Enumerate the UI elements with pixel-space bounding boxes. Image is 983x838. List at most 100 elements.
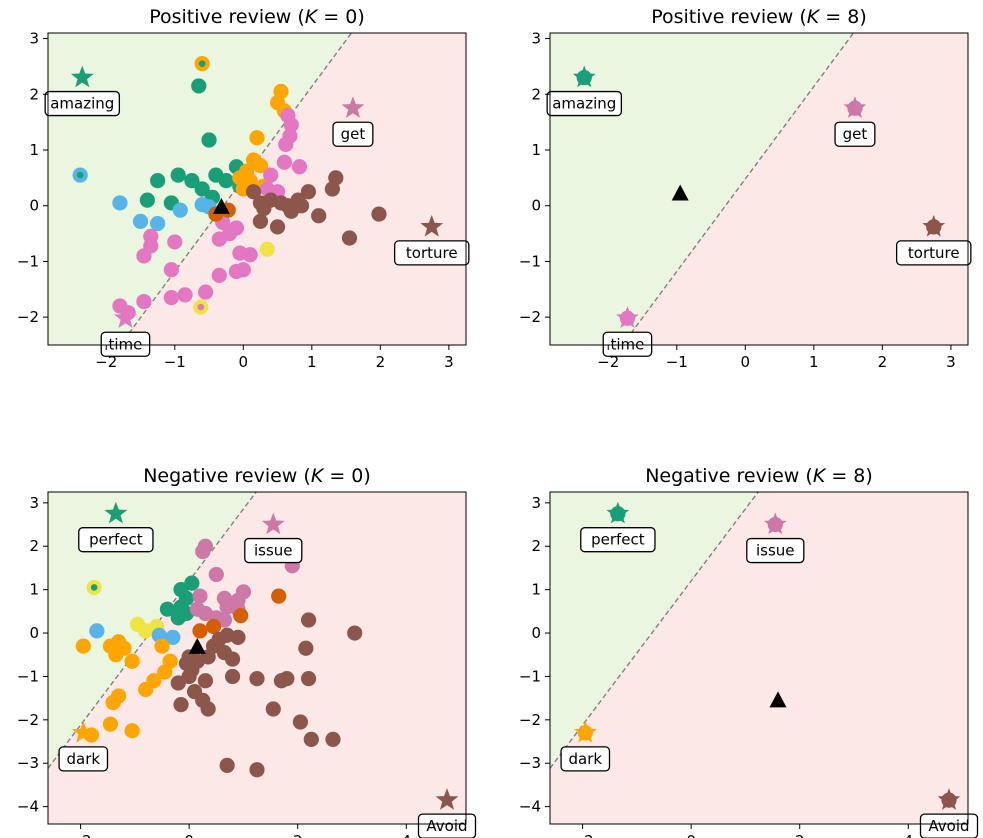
y-tick-label: −4 [17,798,39,816]
data-point [170,675,186,691]
data-point [136,293,152,310]
data-point [139,192,155,208]
data-point-inner [90,584,98,591]
word-star-marker [114,306,137,328]
x-tick-label: 1 [809,353,819,371]
word-label: amazing [50,95,114,113]
word-label: torture [908,244,960,262]
word-label-box [393,240,470,266]
x-tick-label: −2 [572,832,594,838]
data-point-inner [197,303,205,311]
data-point [163,290,179,306]
word-label: perfect [591,531,645,549]
word-label-box [78,527,154,553]
y-tick-label: 0 [29,624,39,642]
y-tick-label: 3 [531,494,541,512]
decision-boundary [550,492,760,769]
prototype-marker [671,184,689,201]
data-point [184,662,200,678]
axes-frame [549,32,969,346]
data-point [75,638,91,654]
word-label: issue [756,542,795,560]
x-tick-label: 2 [795,832,805,838]
word-label: get [341,125,366,143]
data-point [311,208,327,224]
y-tick-label: −4 [519,798,541,816]
positive-region [550,33,854,345]
data-point [200,701,216,717]
data-point [172,202,188,218]
x-tick-label: 0 [686,832,696,838]
y-tick-label: 0 [531,197,541,215]
chart-title: Positive review (K = 8) [651,6,867,28]
chart-panel-4: perfect issue dark Avoid −2 0 2 4 −4 −3 −2 −1 0 1 2 3 Ne… [519,465,979,838]
data-point [192,588,208,604]
data-point [191,78,207,94]
data-point [300,184,316,200]
word-label-box [332,121,374,147]
data-point [163,262,179,278]
y-tick-label: 1 [531,581,541,599]
data-point [157,664,173,680]
x-tick-label: 0 [741,353,751,371]
data-point [194,181,210,197]
data-point [170,167,186,183]
chart-title: Negative review (K = 0) [143,465,371,487]
word-label: dark [568,750,602,768]
data-point [108,647,124,663]
y-tick-label: 2 [531,85,541,103]
data-point [291,159,308,175]
data-point [273,673,290,689]
word-star-marker [261,512,285,535]
data-point [124,723,140,739]
data-point [195,543,211,560]
data-point [150,173,166,189]
x-tick-label: 2 [878,353,888,371]
word-label: get [843,125,868,143]
word-label-box [546,90,623,117]
y-tick-label: −2 [519,711,541,729]
y-tick-label: 0 [29,197,39,215]
x-tick-label: 2 [293,832,303,838]
decision-boundary [48,492,258,769]
x-tick-label: 2 [376,353,386,371]
data-point [208,566,224,583]
x-tick-label: −2 [95,353,117,371]
word-star-marker [763,512,787,535]
data-point [218,173,234,189]
word-star-marker [71,720,95,743]
x-tick-label: −1 [164,353,186,371]
data-point [224,668,241,685]
data-point-inner [76,171,84,179]
word-label-box [44,90,121,117]
x-tick-label: 3 [946,353,956,371]
data-point [105,694,121,711]
data-point [292,714,309,730]
data-point [205,618,222,635]
y-tick-label: 1 [29,581,39,599]
y-tick-label: 2 [29,537,39,555]
data-point [165,629,181,645]
data-point [269,219,286,235]
data-points [75,538,363,778]
word-label: Avoid [426,817,467,835]
axes-frame [549,491,969,825]
data-point [276,154,293,170]
axes-frame [47,491,467,825]
word-star-marker [937,788,961,810]
data-point [278,136,294,153]
word-star-marker [606,501,630,524]
word-label-box [895,240,972,266]
word-label-box [834,121,876,147]
chart-title: Negative review (K = 8) [645,465,873,487]
word-label-box [746,537,805,564]
data-point [216,644,233,661]
word-star-marker [572,65,596,88]
data-point [132,213,149,229]
data-point [263,167,279,183]
word-label-box [58,746,109,772]
word-label: time [610,335,644,353]
data-point [177,287,193,303]
